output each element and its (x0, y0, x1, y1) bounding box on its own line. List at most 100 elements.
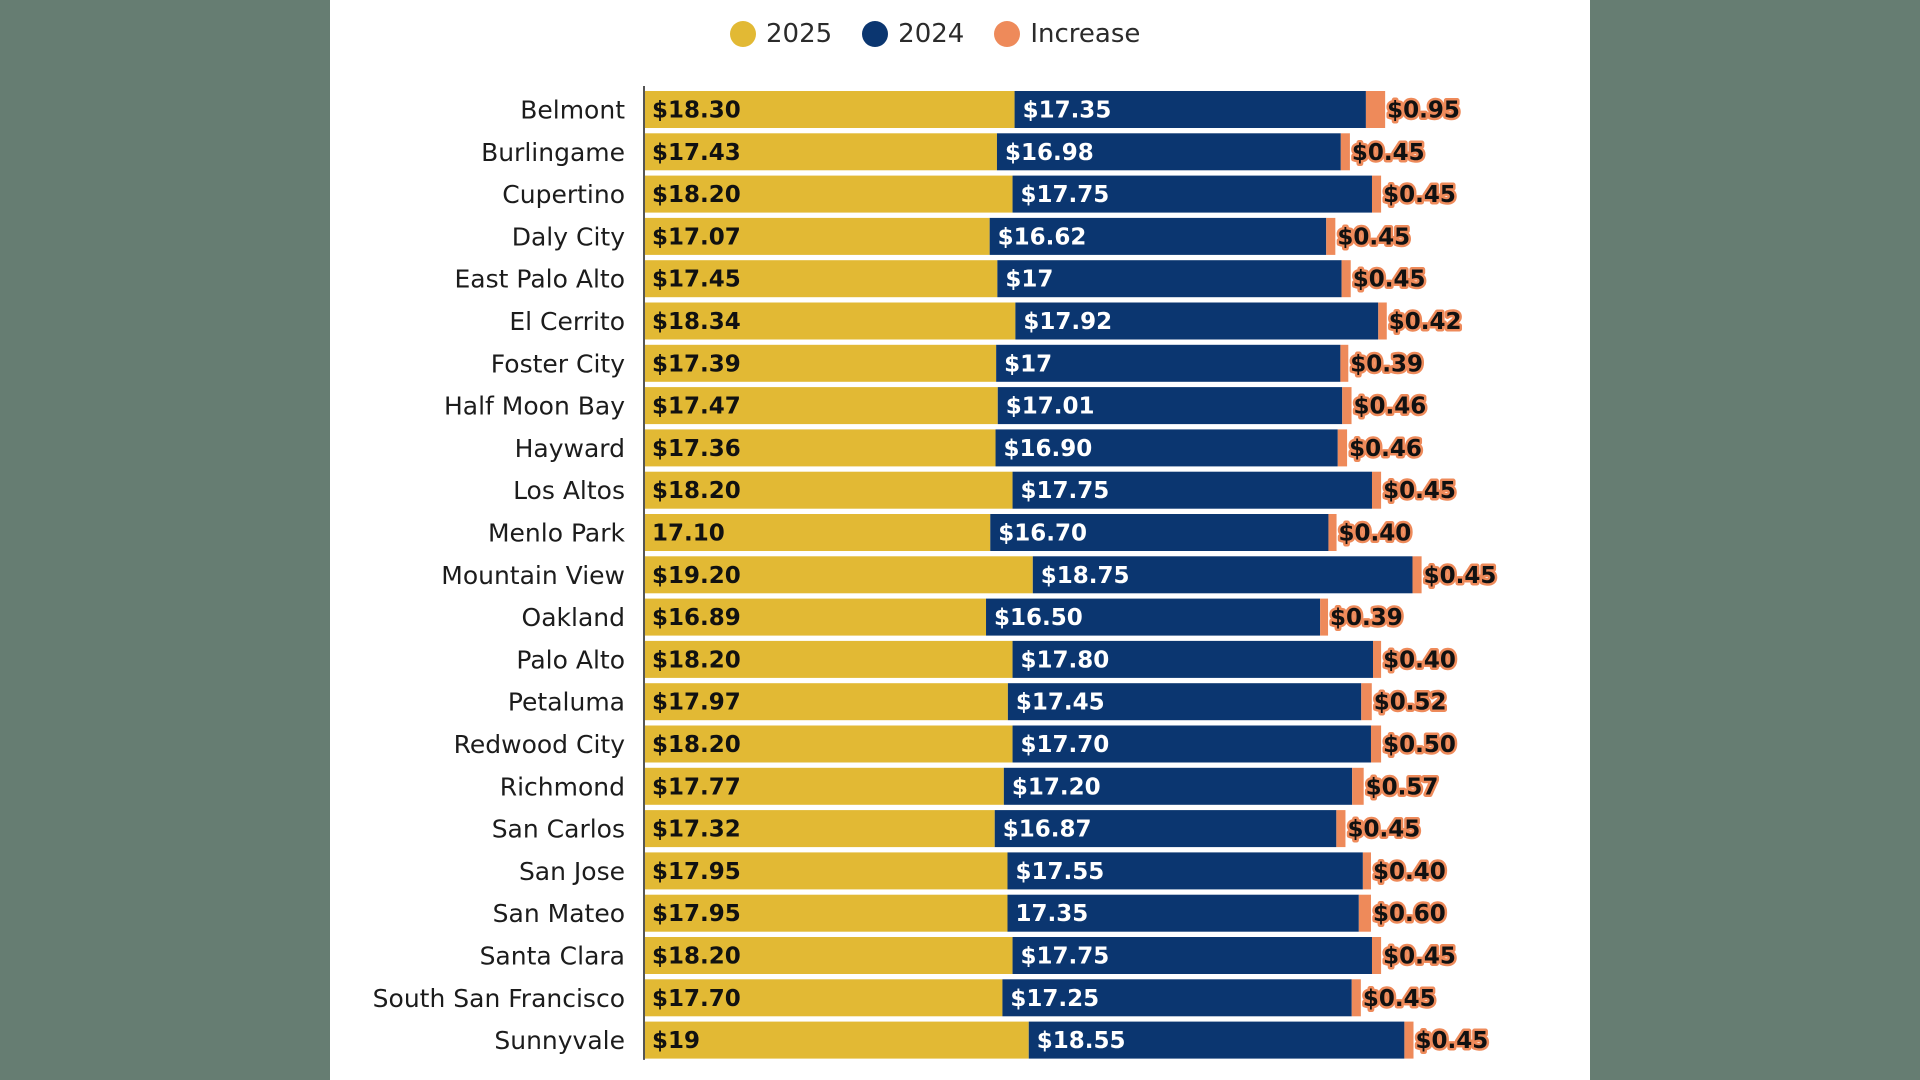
bar-2024 (1015, 302, 1379, 340)
bar-2025 (644, 937, 1013, 974)
value-label-2025: $17.32 (652, 817, 741, 843)
category-label: Half Moon Bay (444, 392, 625, 421)
bar-2024 (1012, 725, 1371, 763)
bar-increase (1320, 598, 1329, 636)
category-label: Oakland (522, 603, 625, 632)
bar-increase (1371, 175, 1382, 213)
bar-increase (1362, 852, 1371, 890)
value-label-increase: $0.45 (1347, 817, 1420, 843)
value-label-2024: $17.92 (1023, 309, 1112, 335)
bar-increase (1412, 556, 1422, 594)
value-label-2024: $17.35 (1023, 98, 1112, 124)
value-label-2025: $17.70 (652, 986, 741, 1012)
value-label-increase: $0.46 (1354, 394, 1427, 420)
value-label-increase: $0.46 (1349, 436, 1422, 462)
bar-2025 (644, 91, 1015, 128)
category-label: East Palo Alto (455, 265, 626, 294)
bar-increase (1371, 937, 1382, 974)
bar-2025 (644, 260, 998, 298)
bar-2024 (995, 429, 1338, 467)
value-label-2025: $17.45 (652, 267, 741, 293)
bar-2025 (644, 302, 1016, 340)
value-label-2024: $17.70 (1021, 732, 1110, 758)
bar-increase (1373, 640, 1382, 678)
category-label: Burlingame (481, 138, 625, 167)
bar-2025 (644, 175, 1013, 213)
value-label-2025: $17.47 (652, 394, 741, 420)
bar-increase (1328, 514, 1337, 551)
category-label: Cupertino (502, 180, 625, 209)
value-label-2024: $16.62 (998, 224, 1087, 250)
bar-2025 (644, 344, 997, 382)
category-label: Petaluma (508, 688, 625, 717)
bar-2024 (1012, 175, 1372, 213)
category-label: Redwood City (454, 730, 626, 759)
value-label-2025: $17.36 (652, 436, 741, 462)
value-label-increase: $0.45 (1383, 182, 1456, 208)
bar-2025 (644, 598, 987, 636)
value-label-2024: $17.55 (1015, 859, 1104, 885)
bar-2024 (1012, 471, 1372, 509)
category-label: San Jose (519, 857, 625, 886)
value-label-increase: $0.60 (1373, 901, 1446, 927)
value-label-2025: $17.95 (652, 859, 741, 885)
legend-swatch-icon (862, 21, 889, 47)
value-label-2025: $18.30 (652, 98, 741, 124)
value-label-2024: $17.75 (1021, 944, 1110, 970)
category-label: Palo Alto (516, 645, 625, 674)
category-label: Richmond (500, 772, 625, 801)
value-label-2025: $18.20 (652, 732, 741, 758)
category-label: Foster City (491, 349, 625, 378)
value-label-increase: $0.45 (1352, 140, 1425, 166)
value-label-increase: $0.45 (1353, 267, 1426, 293)
bar-2024 (1012, 937, 1372, 974)
bar-2025 (644, 133, 997, 171)
bar-increase (1337, 429, 1348, 467)
bar-2025 (644, 387, 998, 425)
bar-2025 (644, 217, 990, 255)
bar-increase (1340, 344, 1349, 382)
value-label-2025: $18.20 (652, 944, 741, 970)
category-label: Menlo Park (488, 519, 626, 548)
bar-increase (1361, 683, 1372, 721)
value-label-increase: $0.42 (1389, 309, 1462, 335)
bar-2024 (990, 514, 1329, 551)
value-label-increase: $0.52 (1374, 690, 1447, 716)
legend-item-2025: 2025 (730, 19, 832, 49)
category-label: Belmont (520, 96, 625, 125)
legend-swatch-icon (730, 21, 756, 47)
value-label-2025: $17.97 (652, 690, 741, 716)
bar-2024 (996, 344, 1341, 382)
bar-2024 (1007, 852, 1363, 890)
category-label: El Cerrito (509, 307, 625, 336)
value-label-2024: $16.90 (1004, 436, 1093, 462)
bar-2025 (644, 725, 1013, 763)
category-label: San Mateo (493, 899, 625, 928)
bar-2024 (989, 217, 1327, 255)
bar-2025 (644, 810, 995, 848)
bar-increase (1371, 471, 1382, 509)
value-label-2025: $17.77 (652, 774, 741, 800)
legend-label: 2025 (766, 19, 833, 49)
value-label-2024: $17.20 (1012, 774, 1101, 800)
bar-increase (1378, 302, 1387, 340)
legend-swatch-icon (994, 21, 1021, 47)
bar-increase (1358, 894, 1371, 932)
category-label: Hayward (515, 434, 625, 463)
bar-2024 (986, 598, 1321, 636)
bar-2024 (1012, 640, 1373, 678)
bar-2025 (644, 852, 1008, 890)
value-label-2025: $19 (652, 1028, 700, 1054)
value-label-increase: $0.45 (1383, 478, 1456, 504)
value-label-2024: $17.75 (1021, 182, 1110, 208)
value-label-2024: $17.45 (1016, 690, 1105, 716)
bar-2025 (644, 894, 1008, 932)
bar-2024 (1002, 979, 1352, 1017)
value-label-2025: $17.95 (652, 901, 741, 927)
bar-2025 (644, 767, 1004, 805)
bar-2025 (644, 979, 1003, 1017)
bar-2025 (644, 471, 1013, 509)
category-label: San Carlos (492, 815, 625, 844)
bar-increase (1365, 91, 1386, 128)
value-label-increase: $0.45 (1416, 1028, 1489, 1054)
